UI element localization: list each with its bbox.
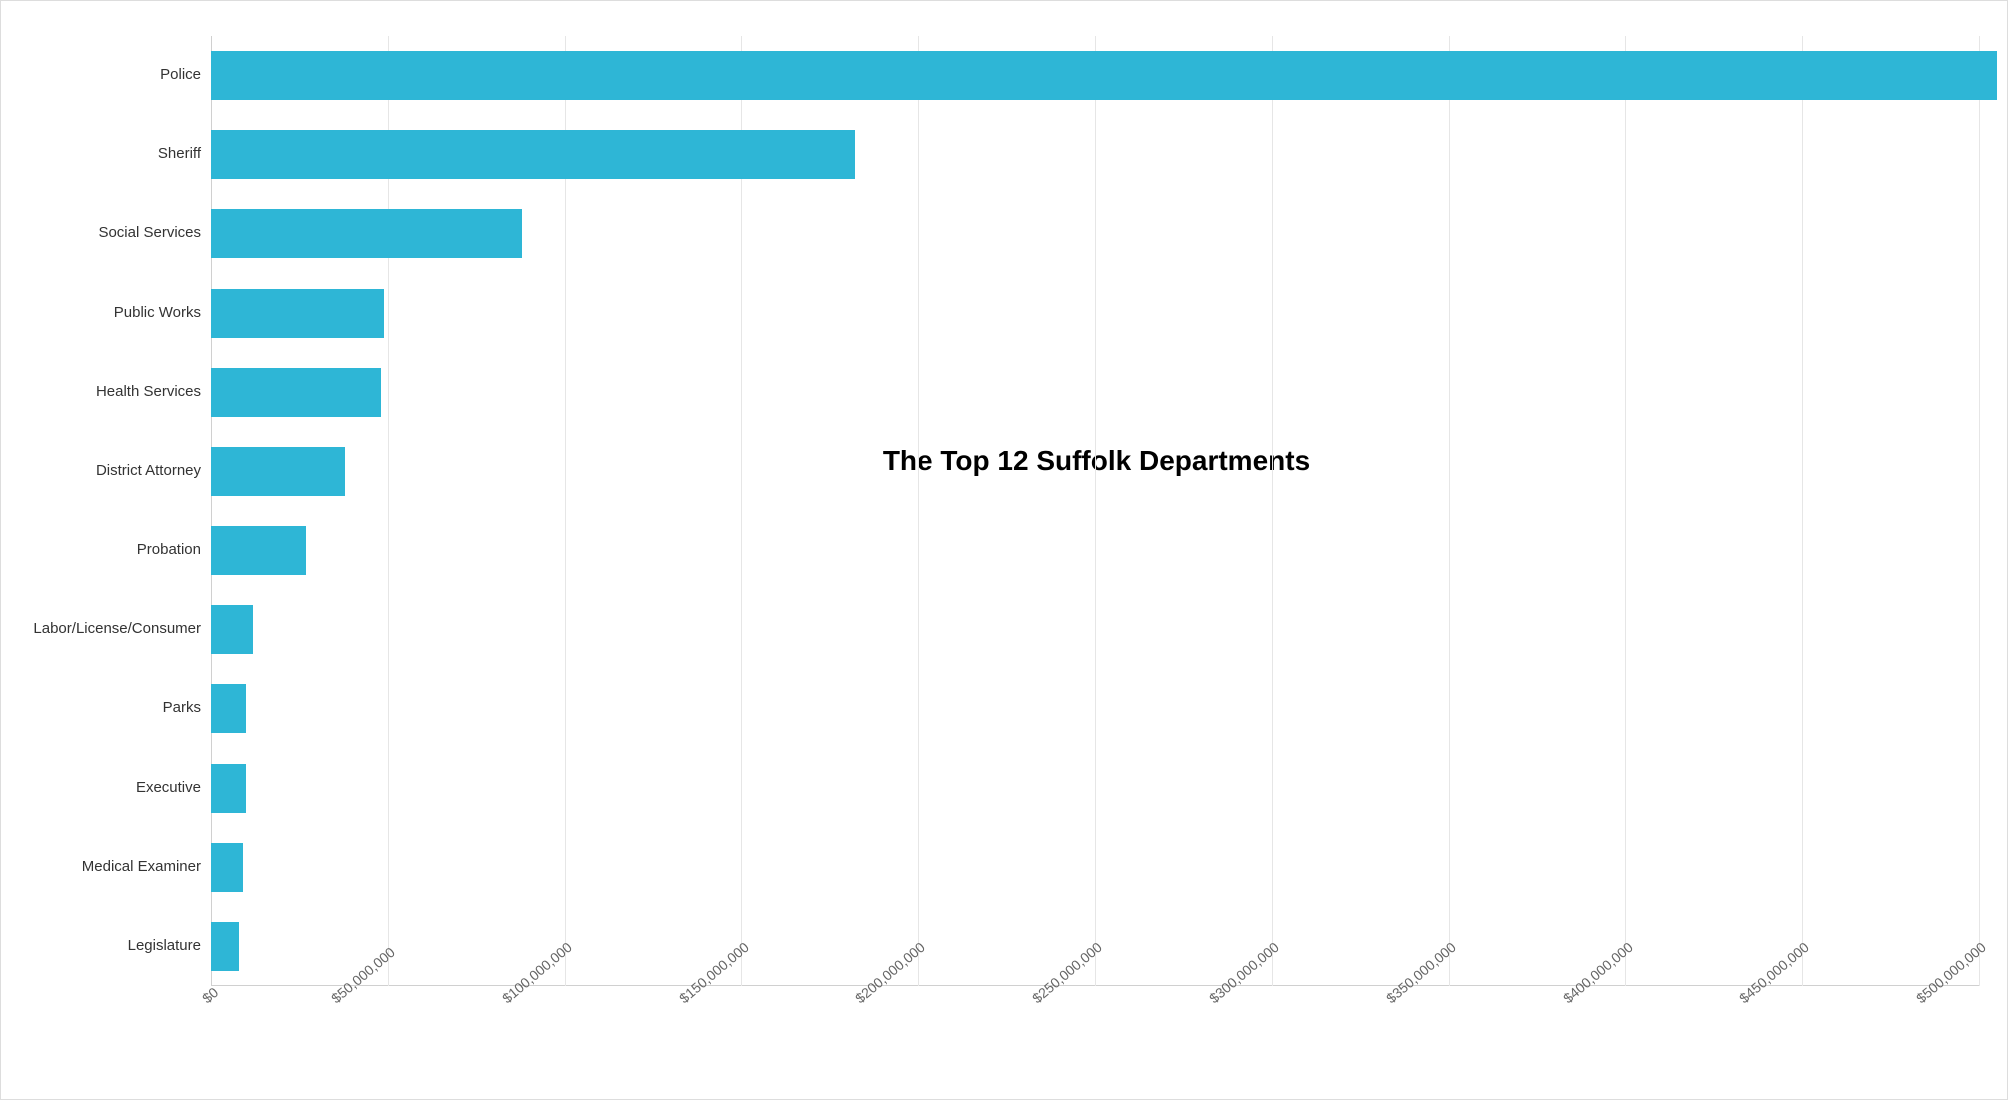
x-gridline xyxy=(1979,36,1980,986)
bar xyxy=(211,289,384,338)
y-category-label: Social Services xyxy=(98,224,211,241)
x-tick-label: $250,000,000 xyxy=(1029,939,1105,1006)
y-category-label: Medical Examiner xyxy=(82,858,211,875)
bar xyxy=(211,526,306,575)
x-tick-label: $400,000,000 xyxy=(1560,939,1636,1006)
bar xyxy=(211,605,253,654)
plot-area: The Top 12 Suffolk Departments $0$50,000… xyxy=(211,36,1979,986)
bar xyxy=(211,764,246,813)
x-gridline xyxy=(1095,36,1096,986)
y-category-label: Sheriff xyxy=(158,145,211,162)
chart-container: The Top 12 Suffolk Departments $0$50,000… xyxy=(0,0,2008,1100)
bar xyxy=(211,684,246,733)
bar xyxy=(211,209,522,258)
bar xyxy=(211,51,1997,100)
x-tick-label: $0 xyxy=(199,984,221,1006)
y-category-label: Parks xyxy=(163,699,211,716)
x-tick-label: $150,000,000 xyxy=(676,939,752,1006)
bar xyxy=(211,922,239,971)
bar xyxy=(211,447,345,496)
y-category-label: Labor/License/Consumer xyxy=(33,620,211,637)
x-gridline xyxy=(1625,36,1626,986)
bar xyxy=(211,368,381,417)
x-gridline xyxy=(1802,36,1803,986)
y-category-label: Public Works xyxy=(114,304,211,321)
x-tick-label: $500,000,000 xyxy=(1913,939,1989,1006)
y-category-label: Executive xyxy=(136,779,211,796)
x-tick-label: $300,000,000 xyxy=(1206,939,1282,1006)
y-category-label: Legislature xyxy=(128,937,211,954)
bar xyxy=(211,843,243,892)
y-category-label: Probation xyxy=(137,541,211,558)
x-tick-label: $350,000,000 xyxy=(1383,939,1459,1006)
x-tick-label: $100,000,000 xyxy=(499,939,575,1006)
y-category-label: Police xyxy=(160,66,211,83)
x-tick-label: $200,000,000 xyxy=(852,939,928,1006)
y-category-label: Health Services xyxy=(96,383,211,400)
bar xyxy=(211,130,855,179)
x-gridline xyxy=(1272,36,1273,986)
x-gridline xyxy=(918,36,919,986)
chart-title: The Top 12 Suffolk Departments xyxy=(883,445,1310,477)
x-tick-label: $450,000,000 xyxy=(1736,939,1812,1006)
y-category-label: District Attorney xyxy=(96,462,211,479)
x-gridline xyxy=(1449,36,1450,986)
